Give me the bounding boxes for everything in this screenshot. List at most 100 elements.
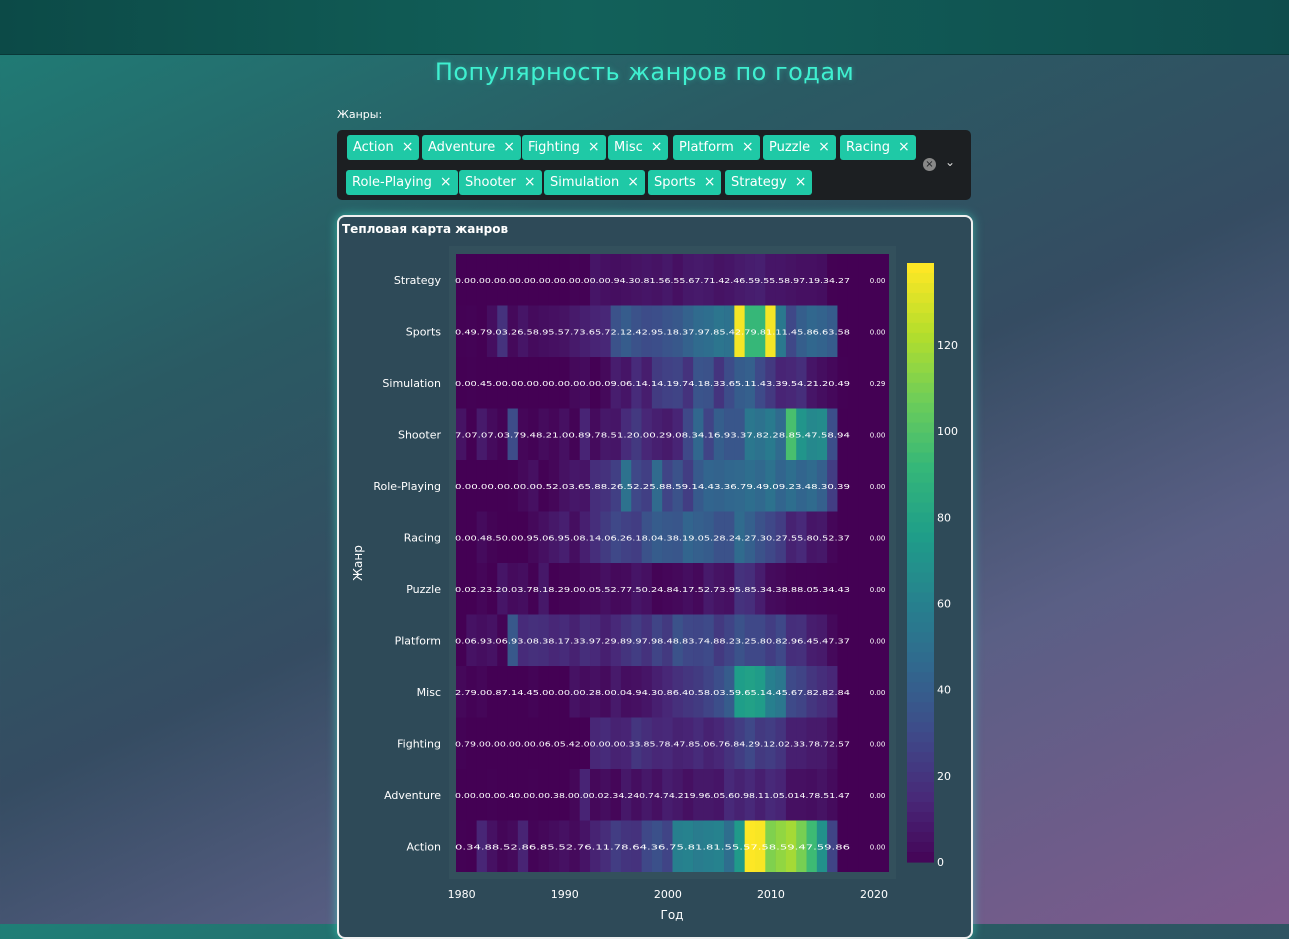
heatmap-cell <box>641 357 653 409</box>
genre-chip-platform[interactable]: Platform × <box>673 135 760 160</box>
heatmap-cell <box>486 563 498 615</box>
remove-chip-icon[interactable]: × <box>741 139 754 155</box>
heatmap-cell <box>486 511 498 563</box>
heatmap-cell <box>497 820 508 872</box>
heatmap-cell <box>703 820 715 872</box>
cell-value-label: 0.00 <box>870 740 886 748</box>
heatmap-cell <box>456 614 467 666</box>
genre-multiselect[interactable]: Action × Adventure × Fighting × Misc × Platform ×… <box>337 130 971 200</box>
colorbar-segment <box>907 682 934 693</box>
heatmap-cell <box>765 357 776 409</box>
heatmap-cell <box>744 254 756 306</box>
heatmap-cell <box>517 717 529 769</box>
genre-chip-simulation[interactable]: Simulation × <box>544 170 645 195</box>
remove-chip-icon[interactable]: × <box>439 174 452 190</box>
genre-chip-puzzle[interactable]: Puzzle × <box>763 135 836 160</box>
heatmap-cell <box>713 614 725 666</box>
heatmap-cell <box>620 305 632 357</box>
heatmap-cell <box>600 254 611 306</box>
heatmap-cell <box>466 460 477 512</box>
heatmap-cell <box>682 666 694 718</box>
genre-chip-misc[interactable]: Misc × <box>608 135 669 160</box>
heatmap-cell <box>559 820 570 872</box>
chevron-down-icon[interactable]: ⌄ <box>945 155 956 169</box>
heatmap-cell <box>517 460 529 512</box>
heatmap-cell <box>620 563 632 615</box>
heatmap-cell <box>517 614 529 666</box>
clear-all-icon[interactable]: × <box>923 158 936 171</box>
genre-chip-strategy[interactable]: Strategy × <box>725 170 813 195</box>
heatmap-cell <box>651 666 663 718</box>
colorbar-segment <box>907 272 934 284</box>
heatmap-cell <box>662 820 673 872</box>
colorbar-segment <box>907 432 934 444</box>
heatmap-cell <box>847 614 859 666</box>
remove-chip-icon[interactable]: × <box>650 139 663 155</box>
heatmap-cell <box>559 408 570 460</box>
heatmap-cell <box>590 563 601 615</box>
genre-chip-action[interactable]: Action × <box>347 135 420 160</box>
heatmap-cell <box>754 357 766 409</box>
colorbar-segment <box>907 612 934 623</box>
genre-chip-role-playing[interactable]: Role-Playing × <box>346 170 458 195</box>
heatmap-cell <box>600 666 611 718</box>
cell-value-label: 0.00 <box>870 277 886 285</box>
y-tick-label: Fighting <box>397 737 441 750</box>
remove-chip-icon[interactable]: × <box>818 139 830 155</box>
heatmap-cell <box>538 666 550 718</box>
heatmap-cell <box>590 408 601 460</box>
heatmap-cell <box>713 769 725 821</box>
heatmap-cell <box>775 769 787 821</box>
heatmap-cell <box>847 820 859 872</box>
heatmap-cell <box>538 408 550 460</box>
remove-chip-icon[interactable]: × <box>523 174 536 190</box>
heatmap-cell <box>765 305 776 357</box>
remove-chip-icon[interactable]: × <box>897 139 910 155</box>
heatmap-cell <box>456 408 467 460</box>
heatmap-cell <box>775 357 787 409</box>
y-tick-label: Sports <box>406 325 442 338</box>
remove-chip-icon[interactable]: × <box>503 139 515 155</box>
heatmap-cell <box>703 357 715 409</box>
heatmap-cell <box>538 717 550 769</box>
remove-chip-icon[interactable]: × <box>703 174 716 190</box>
genre-chip-racing[interactable]: Racing × <box>840 135 916 160</box>
colorbar-segment <box>907 662 934 673</box>
genres-label: Жанры: <box>337 108 383 121</box>
heatmap-cell <box>548 305 560 357</box>
heatmap-cell <box>620 614 632 666</box>
heatmap-cell <box>827 717 838 769</box>
heatmap-cell <box>569 563 581 615</box>
heatmap-cell <box>548 408 560 460</box>
genre-chip-fighting[interactable]: Fighting × <box>522 135 606 160</box>
heatmap-cell <box>590 511 601 563</box>
heatmap-cell <box>651 408 663 460</box>
genre-chip-shooter[interactable]: Shooter × <box>459 170 542 195</box>
card-title: Тепловая карта жанров <box>342 222 509 236</box>
heatmap-cell <box>682 254 694 306</box>
heatmap-cell <box>497 614 508 666</box>
remove-chip-icon[interactable]: × <box>794 174 807 190</box>
heatmap-cell <box>631 666 642 718</box>
colorbar-segment <box>907 712 934 723</box>
heatmap-cell <box>827 254 838 306</box>
heatmap-cell <box>466 769 477 821</box>
heatmap-cell <box>610 460 622 512</box>
heatmap-cell <box>590 666 601 718</box>
heatmap-cell <box>476 820 488 872</box>
heatmap-cell <box>579 408 591 460</box>
heatmap-cell <box>682 769 694 821</box>
remove-chip-icon[interactable]: × <box>587 139 600 155</box>
genre-chip-sports[interactable]: Sports × <box>648 170 722 195</box>
remove-chip-icon[interactable]: × <box>627 174 639 190</box>
heatmap-cell <box>507 614 519 666</box>
genre-chip-adventure[interactable]: Adventure × <box>422 135 521 160</box>
heatmap-cell <box>827 305 838 357</box>
heatmap-cell <box>600 357 611 409</box>
heatmap-cell <box>662 717 673 769</box>
heatmap-cell <box>620 408 632 460</box>
heatmap-cell <box>538 820 550 872</box>
remove-chip-icon[interactable]: × <box>401 139 414 155</box>
heatmap-cell <box>775 717 787 769</box>
heatmap-cell <box>538 614 550 666</box>
